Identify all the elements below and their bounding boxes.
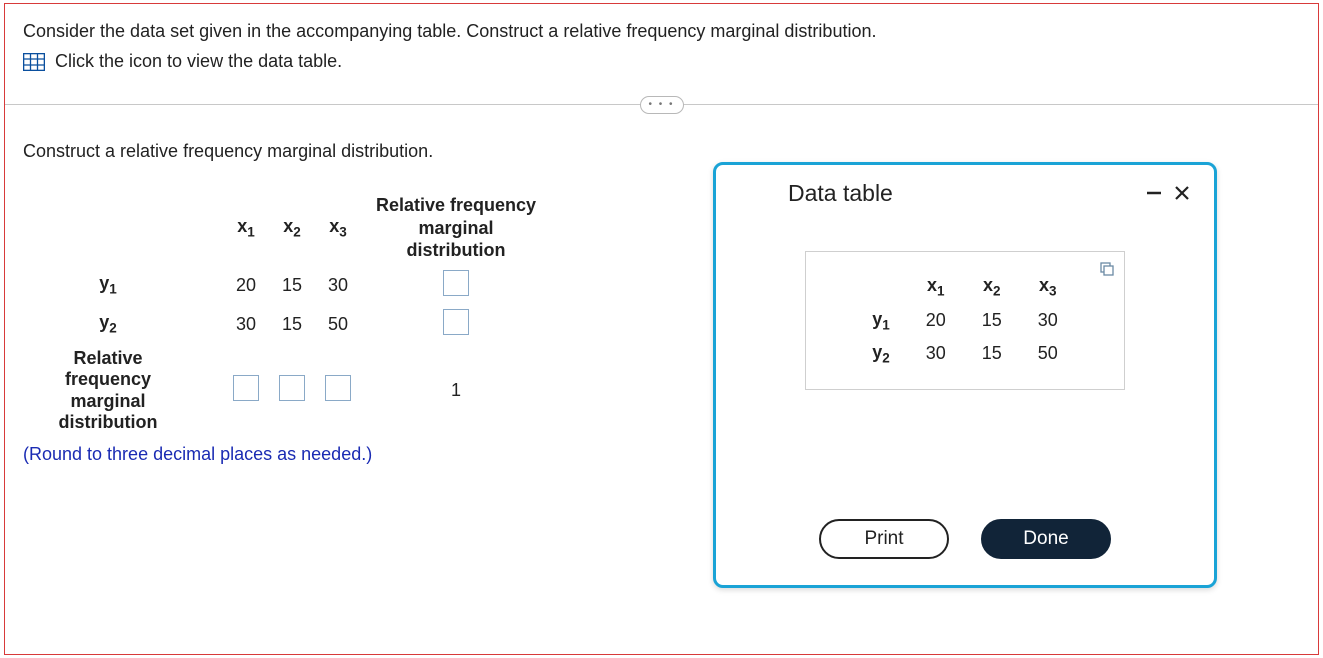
question-container: Consider the data set given in the accom…	[4, 3, 1319, 655]
dt-header-x2: x2	[964, 270, 1020, 304]
answer-table: x1 x2 x3 Relative frequency marginal dis…	[23, 190, 551, 438]
dt-header-x3: x3	[1020, 270, 1076, 304]
cell-y2-x1: 30	[223, 305, 269, 344]
row-label-y2: y2	[23, 305, 223, 344]
row-label-rf: Relative frequency marginal distribution	[23, 344, 223, 438]
dt-row-y2: y2	[854, 337, 908, 371]
dt-cell-y2-x1: 30	[908, 337, 964, 371]
input-rf-x2[interactable]	[279, 375, 305, 401]
row-label-y1: y1	[23, 266, 223, 305]
col-header-x2: x2	[269, 190, 315, 266]
cell-y1-x2: 15	[269, 266, 315, 305]
cell-rf-total: 1	[361, 344, 551, 438]
input-rf-x1[interactable]	[233, 375, 259, 401]
cell-y2-x3: 50	[315, 305, 361, 344]
cell-y2-x2: 15	[269, 305, 315, 344]
dt-cell-y1-x3: 30	[1020, 304, 1076, 338]
data-table-modal: Data table	[713, 162, 1217, 588]
modal-body: x1 x2 x3 y1 20 15 30 y2 30 15 50	[716, 207, 1214, 390]
question-text: Consider the data set given in the accom…	[23, 18, 1300, 45]
data-table: x1 x2 x3 y1 20 15 30 y2 30 15 50	[854, 270, 1076, 371]
dt-header-x1: x1	[908, 270, 964, 304]
data-table-link-text[interactable]: Click the icon to view the data table.	[55, 51, 342, 72]
minimize-icon[interactable]	[1140, 179, 1168, 207]
dt-cell-y1-x2: 15	[964, 304, 1020, 338]
data-table-link-row: Click the icon to view the data table.	[23, 51, 1300, 72]
dt-cell-y2-x3: 50	[1020, 337, 1076, 371]
col-header-rf: Relative frequency marginal distribution	[361, 190, 551, 266]
print-button[interactable]: Print	[819, 519, 949, 559]
copy-icon[interactable]	[1098, 260, 1114, 274]
input-rf-y2[interactable]	[443, 309, 469, 335]
dt-row-y1: y1	[854, 304, 908, 338]
data-box: x1 x2 x3 y1 20 15 30 y2 30 15 50	[805, 251, 1125, 390]
cell-y1-x3: 30	[315, 266, 361, 305]
col-header-x1: x1	[223, 190, 269, 266]
prompt-area: Consider the data set given in the accom…	[5, 4, 1318, 82]
cell-y1-x1: 20	[223, 266, 269, 305]
dt-cell-y2-x2: 15	[964, 337, 1020, 371]
dt-cell-y1-x1: 20	[908, 304, 964, 338]
table-icon[interactable]	[23, 53, 45, 71]
modal-header: Data table	[716, 165, 1214, 207]
close-icon[interactable]	[1168, 179, 1196, 207]
done-button[interactable]: Done	[981, 519, 1111, 559]
input-rf-x3[interactable]	[325, 375, 351, 401]
modal-buttons: Print Done	[716, 519, 1214, 559]
answer-instruction: Construct a relative frequency marginal …	[23, 141, 1300, 162]
modal-title: Data table	[788, 180, 1140, 207]
input-rf-y1[interactable]	[443, 270, 469, 296]
col-header-x3: x3	[315, 190, 361, 266]
